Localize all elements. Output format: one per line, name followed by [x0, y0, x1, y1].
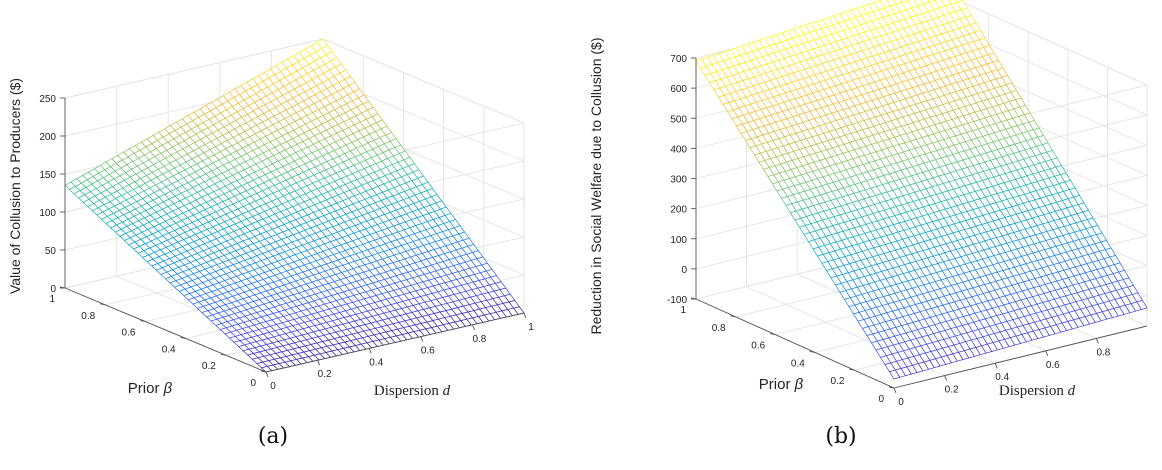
x-tick	[944, 375, 948, 381]
box-edge	[322, 38, 525, 124]
y-tick	[809, 350, 815, 353]
x-tick	[893, 387, 897, 394]
y-tick	[888, 386, 895, 389]
y-tick-label: 0	[878, 394, 884, 405]
x-axis-label-text: Dispersion	[374, 383, 443, 399]
x-axis-label: Dispersion d	[374, 383, 451, 399]
y-tick	[849, 368, 855, 371]
box-edge	[64, 38, 324, 99]
surface-mesh	[695, 0, 1148, 380]
surface-plot-a: 00.20.40.60.8100.20.40.60.81050100150200…	[7, 38, 534, 399]
z-tick-label: -100	[667, 295, 687, 306]
z-tick-label: 200	[39, 132, 56, 143]
z-axis-label: Value of Collusion to Producers ($)	[7, 78, 23, 294]
y-tick-label: 0.2	[830, 376, 844, 387]
z-tick-label: 400	[670, 144, 687, 155]
y-axis-label-text: Prior	[128, 380, 164, 397]
z-tick-label: 50	[45, 246, 57, 257]
y-tick-label: 0	[250, 378, 256, 389]
x-axis-label: Dispersion d	[999, 383, 1076, 399]
x-tick	[994, 363, 998, 369]
y-tick-label: 0.6	[751, 341, 765, 352]
x-tick	[471, 324, 475, 330]
y-axis-line	[64, 287, 267, 373]
y-tick-label: 0.8	[81, 311, 95, 322]
y-tick-label: 0.4	[162, 344, 176, 355]
x-axis-symbol: d	[443, 383, 451, 399]
x-tick-label: 0.6	[1046, 360, 1060, 371]
z-tick-label: 150	[39, 170, 56, 181]
y-tick	[220, 353, 226, 356]
z-tick-label: 0	[50, 284, 56, 295]
z-axis-label: Reduction in Social Welfare due to Collu…	[588, 37, 604, 334]
y-tick-label: 0.4	[791, 358, 805, 369]
x-tick	[265, 371, 269, 378]
x-tick-label: 0	[898, 397, 904, 408]
y-axis-symbol: β	[163, 380, 173, 397]
y-axis-label: Prior β	[759, 376, 804, 393]
y-tick	[730, 315, 736, 318]
y-tick	[260, 370, 267, 373]
z-tick-label: 0	[681, 265, 687, 276]
z-tick-label: 200	[670, 205, 687, 216]
y-tick	[100, 303, 106, 306]
y-axis-line	[695, 298, 895, 389]
caption-a: (a)	[257, 424, 289, 449]
y-axis-label-text: Prior	[759, 376, 795, 393]
x-tick	[317, 360, 321, 366]
y-tick	[770, 333, 776, 336]
caption-b: (b)	[825, 424, 857, 449]
z-tick-label: 600	[670, 84, 687, 95]
x-tick	[368, 348, 372, 354]
z-tick-label: 300	[670, 175, 687, 186]
x-tick-label: 1	[528, 322, 534, 333]
x-axis-line	[893, 325, 1148, 389]
x-tick	[1095, 338, 1099, 344]
surface-mesh	[64, 38, 525, 373]
x-tick-label: 0.6	[421, 346, 435, 357]
y-tick-label: 1	[680, 305, 686, 316]
x-axis-symbol: d	[1068, 383, 1076, 399]
y-tick-label: 1	[49, 294, 55, 305]
y-tick-label: 0.2	[202, 361, 216, 372]
box-edge	[956, 0, 1148, 86]
x-tick	[523, 312, 527, 319]
x-axis-line	[265, 312, 525, 373]
x-tick	[1045, 350, 1049, 356]
z-tick-label: 500	[670, 114, 687, 125]
y-tick	[180, 336, 186, 339]
x-tick-label: 0.4	[995, 372, 1009, 383]
surface-cell	[888, 369, 901, 380]
y-axis-symbol: β	[794, 376, 804, 393]
x-tick-label: 0.8	[472, 334, 486, 345]
surface-plot-b: 0 0.2 0.4 0.6 0.8 0 0.2 0.4 0.6 0.8 1-100 0 100 200 30…	[588, 0, 1148, 408]
x-tick-label: 0.2	[945, 385, 959, 396]
y-tick	[140, 320, 146, 323]
z-tick-label: 250	[39, 94, 56, 105]
x-tick-label: 0.8	[1096, 347, 1110, 358]
x-tick	[420, 336, 424, 342]
y-tick-label: 0.8	[712, 323, 726, 334]
x-tick-label: 0	[270, 381, 276, 392]
x-tick-label: 0.2	[318, 369, 332, 380]
axes	[690, 57, 1148, 394]
z-tick-label: 700	[670, 54, 687, 65]
x-tick-label: 0.4	[369, 357, 383, 368]
x-axis-label-text: Dispersion	[999, 383, 1068, 399]
z-tick-label: 100	[39, 208, 56, 219]
y-axis-label: Prior β	[128, 380, 173, 397]
z-tick-label: 100	[670, 235, 687, 246]
axes	[59, 97, 527, 378]
y-tick-label: 0.6	[121, 328, 135, 339]
